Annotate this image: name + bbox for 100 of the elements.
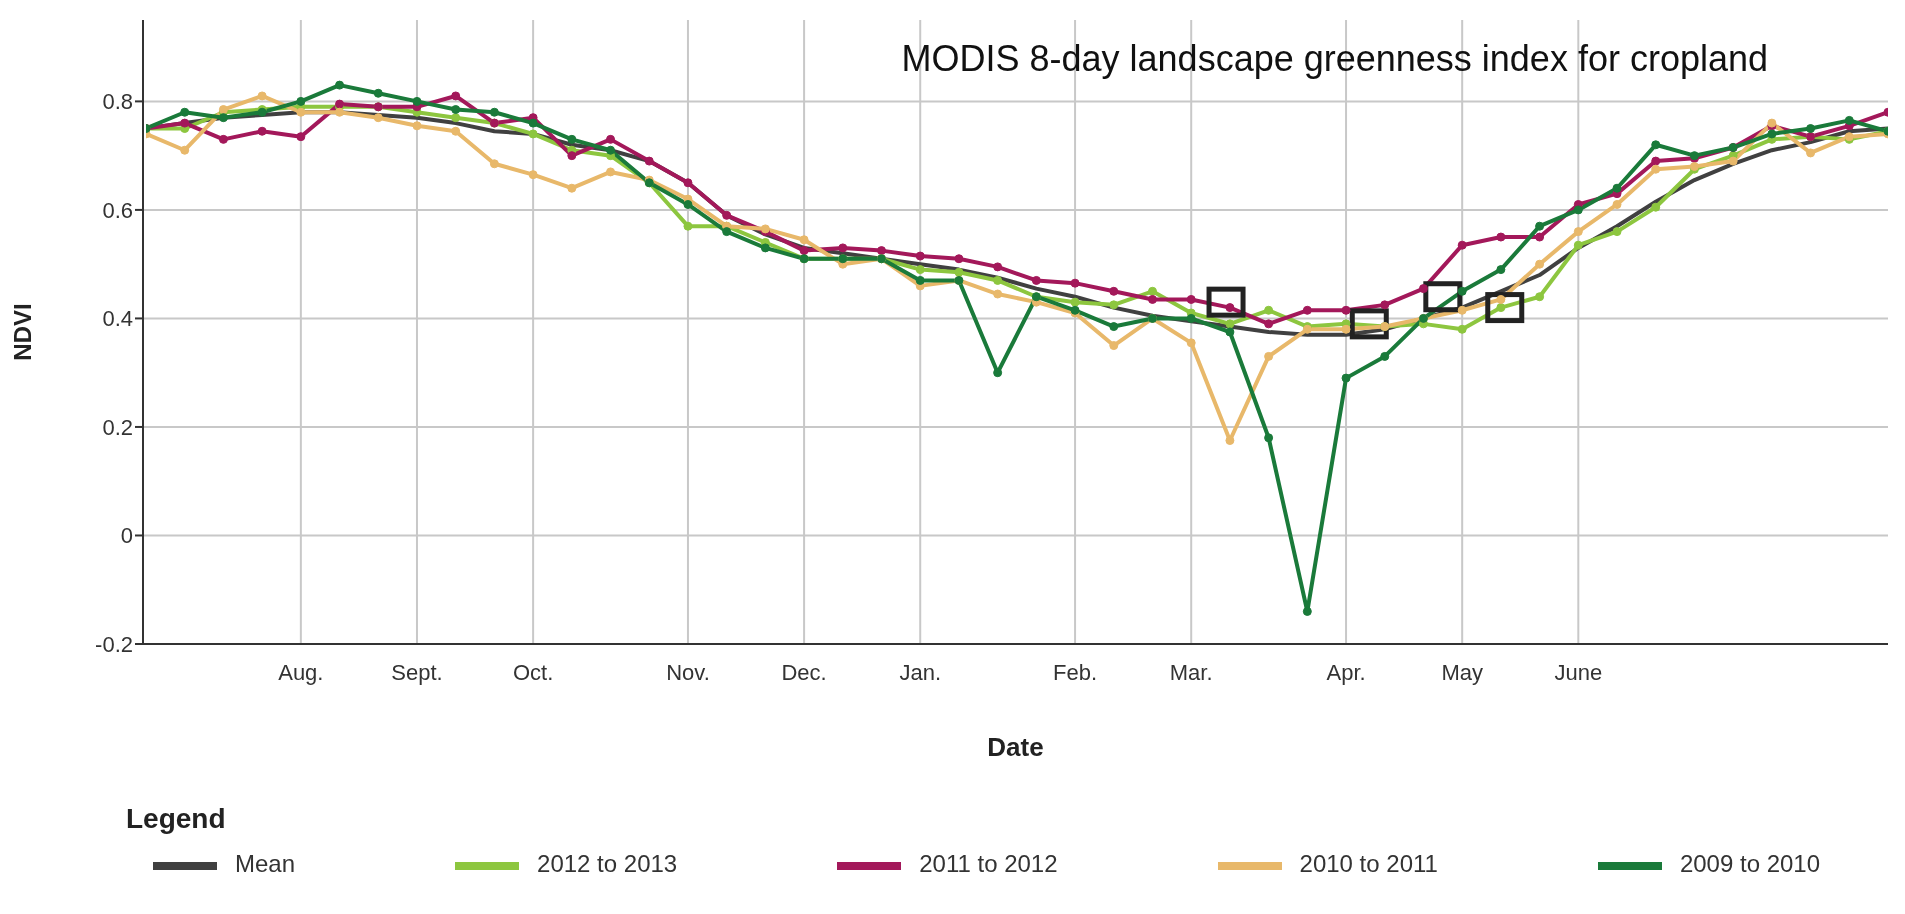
point	[1535, 232, 1545, 242]
point	[1341, 373, 1351, 383]
legend-label: 2011 to 2012	[919, 850, 1058, 878]
x-tick-label: Aug.	[278, 659, 324, 685]
text: MODIS 8-day landscape greenness index for cropland	[901, 38, 1768, 80]
point	[1651, 202, 1661, 212]
point	[954, 254, 964, 264]
point	[1264, 433, 1274, 443]
point	[606, 167, 616, 177]
point	[1457, 324, 1467, 334]
x-tick-label: Jan.	[899, 659, 942, 685]
point	[1728, 156, 1738, 166]
point	[567, 134, 577, 144]
point	[1109, 341, 1119, 351]
point	[1147, 286, 1157, 296]
x-tick-label: Dec.	[781, 659, 827, 685]
point	[993, 289, 1003, 299]
point	[1147, 294, 1157, 304]
point	[180, 145, 190, 155]
point	[528, 170, 538, 180]
point	[1457, 240, 1467, 250]
point	[567, 183, 577, 193]
point	[1612, 199, 1622, 209]
point	[1496, 265, 1506, 275]
point	[838, 243, 848, 253]
point	[1573, 205, 1583, 215]
point	[1225, 436, 1235, 446]
point	[335, 80, 345, 90]
point	[373, 113, 383, 123]
point	[451, 91, 461, 101]
point	[180, 107, 190, 117]
point	[1186, 294, 1196, 304]
x-tick-label: June	[1554, 659, 1603, 685]
legend-label: Mean	[235, 850, 296, 878]
point	[1380, 300, 1390, 310]
point	[1573, 227, 1583, 237]
point	[877, 246, 887, 256]
point	[1341, 324, 1351, 334]
y-tick-label: 0.6	[102, 197, 133, 223]
point	[954, 267, 964, 277]
point	[1806, 124, 1816, 134]
point	[1264, 319, 1274, 329]
point	[993, 262, 1003, 272]
point	[1225, 303, 1235, 313]
x-tick-label: Nov.	[666, 659, 710, 685]
x-tick-label: May	[1441, 659, 1483, 685]
point	[296, 107, 306, 117]
x-tick-label: Feb.	[1053, 659, 1098, 685]
point	[1573, 240, 1583, 250]
point	[1109, 322, 1119, 332]
point	[218, 113, 228, 123]
point	[799, 246, 809, 256]
y-tick-label: 0	[120, 523, 133, 549]
point	[993, 275, 1003, 285]
point	[528, 118, 538, 128]
point	[722, 227, 732, 237]
legend-label: 2010 to 2011	[1299, 850, 1438, 878]
point	[760, 243, 770, 253]
point	[1109, 286, 1119, 296]
point	[451, 105, 461, 115]
point	[412, 96, 422, 106]
point	[257, 126, 267, 136]
point	[1535, 259, 1545, 269]
point	[451, 113, 461, 123]
point	[218, 134, 228, 144]
y-tick-label: 0.2	[102, 414, 133, 440]
point	[1535, 292, 1545, 302]
point	[1264, 305, 1274, 315]
point	[1457, 305, 1467, 315]
point	[683, 178, 693, 188]
point	[528, 129, 538, 139]
point	[257, 91, 267, 101]
point	[1651, 140, 1661, 150]
point	[1496, 232, 1506, 242]
point	[180, 118, 190, 128]
point	[683, 221, 693, 231]
point	[1767, 129, 1777, 139]
y-tick-label: 0.4	[102, 306, 133, 332]
point	[567, 151, 577, 161]
point	[412, 121, 422, 131]
point	[1186, 313, 1196, 323]
point	[1070, 278, 1080, 288]
point	[1225, 327, 1235, 337]
legend-title: Legend	[126, 803, 226, 835]
point	[1109, 300, 1119, 310]
point	[799, 235, 809, 245]
y-tick-label: 0.8	[102, 89, 133, 115]
point	[1302, 305, 1312, 315]
point	[1264, 351, 1274, 361]
point	[1302, 606, 1312, 616]
point	[1806, 148, 1816, 158]
point	[489, 107, 499, 117]
y-axis-title: NDVI	[8, 303, 36, 361]
point	[1612, 227, 1622, 237]
point	[296, 96, 306, 106]
point	[1844, 115, 1854, 125]
point	[1070, 297, 1080, 307]
point	[335, 107, 345, 117]
point	[296, 132, 306, 142]
point	[451, 126, 461, 136]
